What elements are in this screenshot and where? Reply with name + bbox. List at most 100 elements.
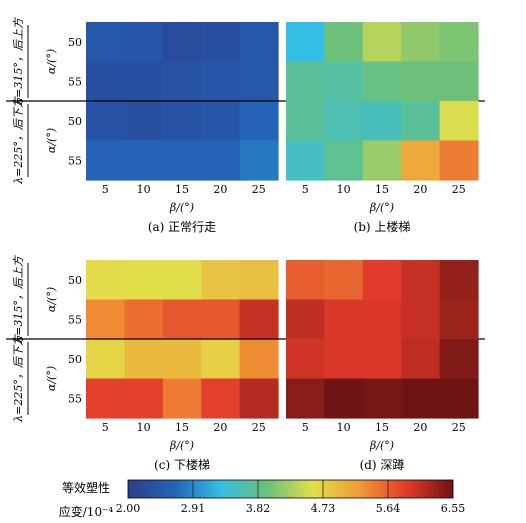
heatmap-cell bbox=[162, 140, 202, 181]
x-tick-label: 5 bbox=[102, 183, 109, 196]
heatmap-cell bbox=[239, 61, 279, 102]
heatmap-cell bbox=[86, 378, 125, 419]
x-tick-label: 25 bbox=[252, 183, 266, 196]
heatmap-cell bbox=[286, 299, 325, 340]
heatmap-cell bbox=[286, 140, 325, 181]
heatmap-cell bbox=[401, 299, 441, 340]
heatmap-cell bbox=[201, 260, 241, 301]
x-axis-label: β/(°) bbox=[169, 201, 194, 214]
heatmap-cell bbox=[124, 299, 164, 340]
heatmap-cell bbox=[362, 299, 402, 340]
x-tick-label: 25 bbox=[452, 183, 466, 196]
heatmap-cell bbox=[439, 378, 479, 419]
y-tick-label: 55 bbox=[68, 154, 82, 167]
heatmap-cell bbox=[401, 61, 441, 102]
heatmap-cell bbox=[439, 140, 479, 181]
heatmap-cell bbox=[239, 299, 279, 340]
heatmap-cell bbox=[201, 378, 241, 419]
heatmap-cell bbox=[324, 260, 364, 301]
y-tick-label: 50 bbox=[68, 353, 82, 366]
heatmap-panel bbox=[86, 22, 279, 181]
heatmap-cell bbox=[362, 378, 402, 419]
row-group-label: λ=315°，后上方 bbox=[12, 16, 25, 106]
heatmap-cell bbox=[439, 299, 479, 340]
heatmap-cell bbox=[162, 61, 202, 102]
heatmap-cell bbox=[239, 378, 279, 419]
heatmap-cell bbox=[239, 140, 279, 181]
heatmap-cell bbox=[124, 101, 164, 142]
heatmap-cell bbox=[362, 101, 402, 142]
x-axis-label: β/(°) bbox=[369, 439, 394, 452]
x-tick-label: 15 bbox=[175, 183, 189, 196]
panel-caption: (b) 上楼梯 bbox=[354, 219, 411, 234]
heatmap-cell bbox=[201, 339, 241, 380]
panel-caption: (d) 深蹲 bbox=[360, 458, 405, 472]
x-axis-label: β/(°) bbox=[369, 201, 394, 214]
x-tick-label: 10 bbox=[137, 183, 151, 196]
x-tick-label: 25 bbox=[452, 421, 466, 434]
heatmap-cell bbox=[439, 22, 479, 63]
x-tick-label: 20 bbox=[213, 421, 227, 434]
x-axis-label: β/(°) bbox=[169, 439, 194, 452]
x-tick-label: 15 bbox=[375, 183, 389, 196]
colorbar-tick-label: 2.00 bbox=[116, 502, 141, 515]
heatmap-cell bbox=[162, 101, 202, 142]
row-group-label: λ=225°，后下方 bbox=[12, 95, 25, 185]
heatmap-cell bbox=[324, 378, 364, 419]
heatmap-cell bbox=[401, 140, 441, 181]
heatmap-cell bbox=[324, 299, 364, 340]
heatmap-cell bbox=[86, 22, 125, 63]
heatmap-cell bbox=[324, 140, 364, 181]
x-tick-label: 5 bbox=[102, 421, 109, 434]
heatmap-cell bbox=[401, 339, 441, 380]
y-tick-label: 55 bbox=[68, 75, 82, 88]
heatmap-cell bbox=[124, 140, 164, 181]
heatmap-cell bbox=[401, 378, 441, 419]
colorbar bbox=[127, 479, 454, 499]
x-tick-label: 20 bbox=[413, 421, 427, 434]
heatmap-cell bbox=[124, 339, 164, 380]
y-tick-label: 50 bbox=[68, 36, 82, 49]
y-axis-label: α/(°) bbox=[45, 287, 58, 312]
heatmap-cell bbox=[162, 22, 202, 63]
colorbar-title: 等效塑性 bbox=[62, 480, 110, 495]
heatmap-cell bbox=[324, 339, 364, 380]
colorbar-unit: 应变/10⁻⁴ bbox=[59, 504, 114, 519]
heatmap-cell bbox=[86, 260, 125, 301]
heatmap-cell bbox=[401, 101, 441, 142]
heatmap-cell bbox=[401, 22, 441, 63]
heatmap-cell bbox=[286, 378, 325, 419]
y-tick-label: 55 bbox=[68, 313, 82, 326]
heatmap-cell bbox=[324, 61, 364, 102]
heatmap-cell bbox=[124, 22, 164, 63]
panel-caption: (c) 下楼梯 bbox=[154, 457, 210, 472]
colorbar-tick-label: 6.55 bbox=[441, 502, 466, 515]
heatmap-cell bbox=[286, 339, 325, 380]
heatmap-cell bbox=[286, 260, 325, 301]
heatmap-cell bbox=[362, 339, 402, 380]
heatmap-cell bbox=[86, 339, 125, 380]
panel-caption: (a) 正常行走 bbox=[148, 220, 216, 234]
x-tick-label: 20 bbox=[213, 183, 227, 196]
x-tick-label: 25 bbox=[252, 421, 266, 434]
heatmap-cell bbox=[162, 339, 202, 380]
heatmap-cell bbox=[362, 22, 402, 63]
heatmap-cell bbox=[439, 101, 479, 142]
colorbar-tick-label: 4.73 bbox=[311, 502, 336, 515]
x-tick-label: 10 bbox=[337, 183, 351, 196]
heatmap-cell bbox=[86, 299, 125, 340]
y-tick-label: 50 bbox=[68, 274, 82, 287]
x-tick-label: 5 bbox=[302, 421, 309, 434]
heatmap-cell bbox=[362, 140, 402, 181]
colorbar-tick-label: 3.82 bbox=[246, 502, 271, 515]
colorbar-tick-label: 5.64 bbox=[376, 502, 401, 515]
x-tick-label: 10 bbox=[337, 421, 351, 434]
heatmap-cell bbox=[162, 299, 202, 340]
heatmap-cell bbox=[86, 101, 125, 142]
y-tick-label: 50 bbox=[68, 115, 82, 128]
heatmap-cell bbox=[239, 339, 279, 380]
heatmap-cell bbox=[162, 260, 202, 301]
heatmap-cell bbox=[439, 61, 479, 102]
y-axis-label: α/(°) bbox=[45, 49, 58, 74]
